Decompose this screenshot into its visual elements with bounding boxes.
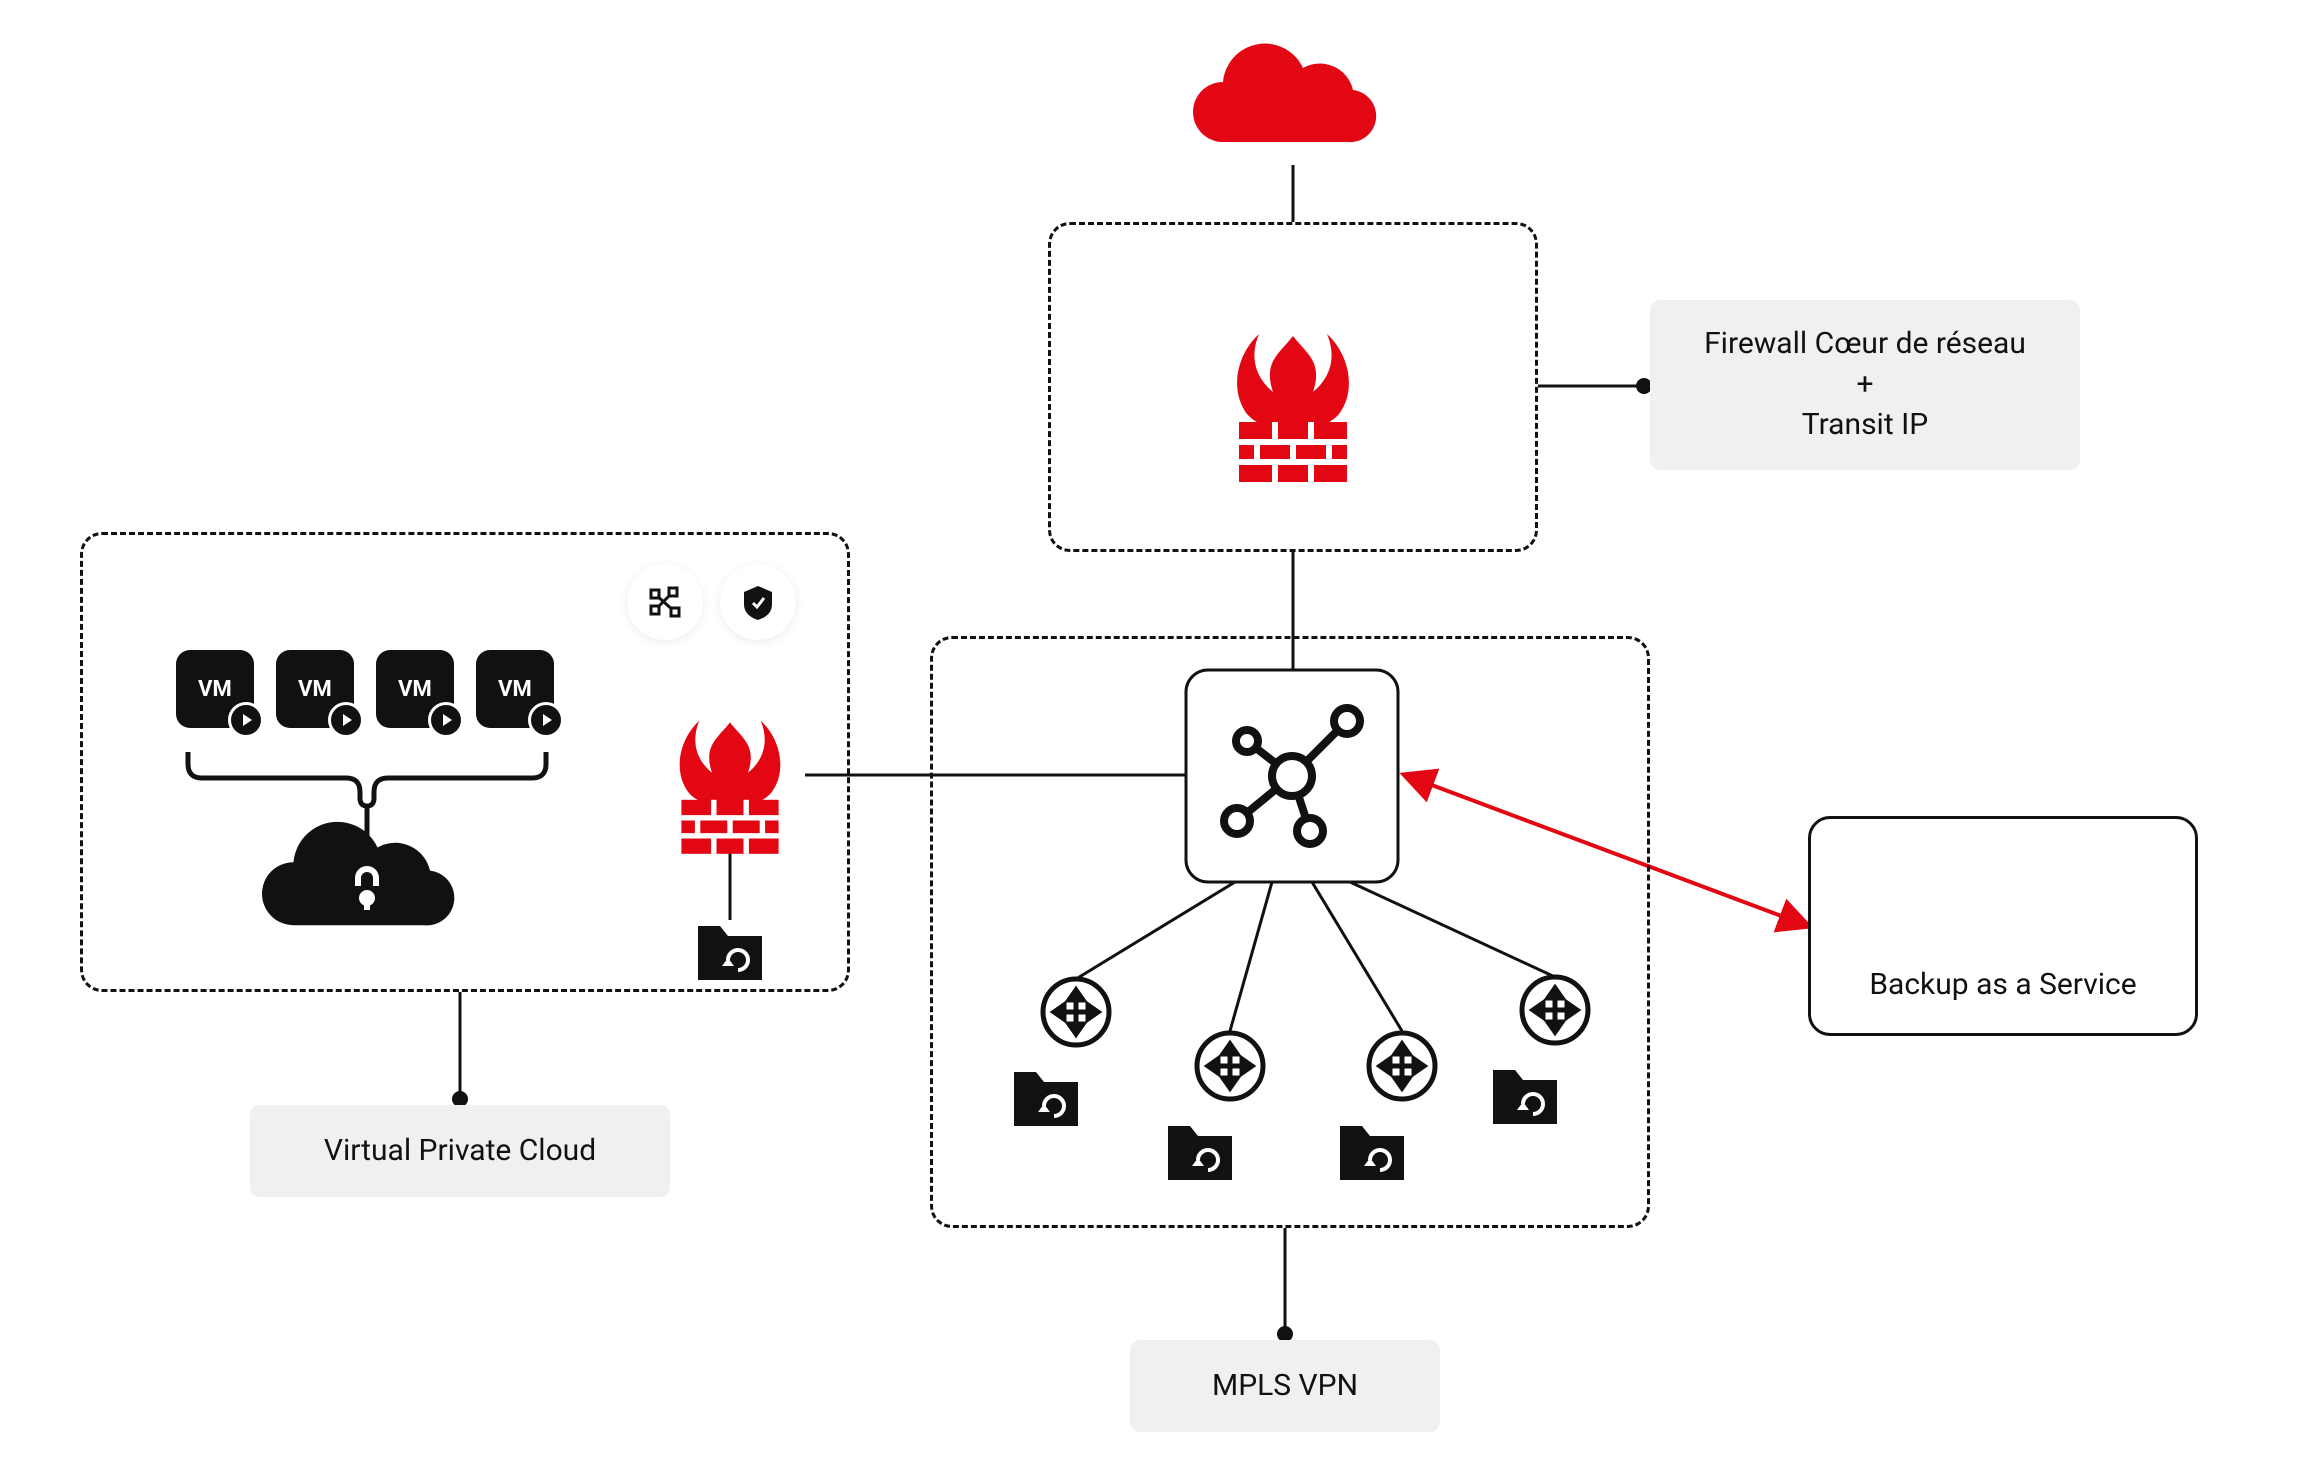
region-mpls	[930, 636, 1650, 1228]
vm-label: VM	[498, 677, 532, 702]
label-mpls-text: MPLS VPN	[1212, 1366, 1358, 1407]
vm-label: VM	[298, 677, 332, 702]
label-firewall-core-text: Firewall Cœur de réseau + Transit IP	[1704, 324, 2026, 446]
diagram-stage: Backup as a Service Virtual Private Clou…	[0, 0, 2307, 1478]
vpc-shield-icon	[720, 564, 796, 640]
vpc-network-icon	[627, 564, 703, 640]
region-firewall-core	[1048, 222, 1538, 552]
label-vpc-text: Virtual Private Cloud	[324, 1131, 596, 1172]
vm-box-2: VM	[376, 650, 454, 728]
vm-box-0: VM	[176, 650, 254, 728]
label-vpc: Virtual Private Cloud	[250, 1105, 670, 1197]
vm-play-icon	[328, 702, 364, 738]
vm-label: VM	[198, 677, 232, 702]
label-firewall-core: Firewall Cœur de réseau + Transit IP	[1650, 300, 2080, 470]
vm-play-icon	[228, 702, 264, 738]
label-mpls: MPLS VPN	[1130, 1340, 1440, 1432]
internet-cloud-icon	[1193, 44, 1376, 143]
vm-play-icon	[428, 702, 464, 738]
baas-label: Backup as a Service	[1811, 967, 2195, 1002]
vm-box-3: VM	[476, 650, 554, 728]
vm-box-1: VM	[276, 650, 354, 728]
baas-box: Backup as a Service	[1808, 816, 2198, 1036]
vm-play-icon	[528, 702, 564, 738]
vm-label: VM	[398, 677, 432, 702]
